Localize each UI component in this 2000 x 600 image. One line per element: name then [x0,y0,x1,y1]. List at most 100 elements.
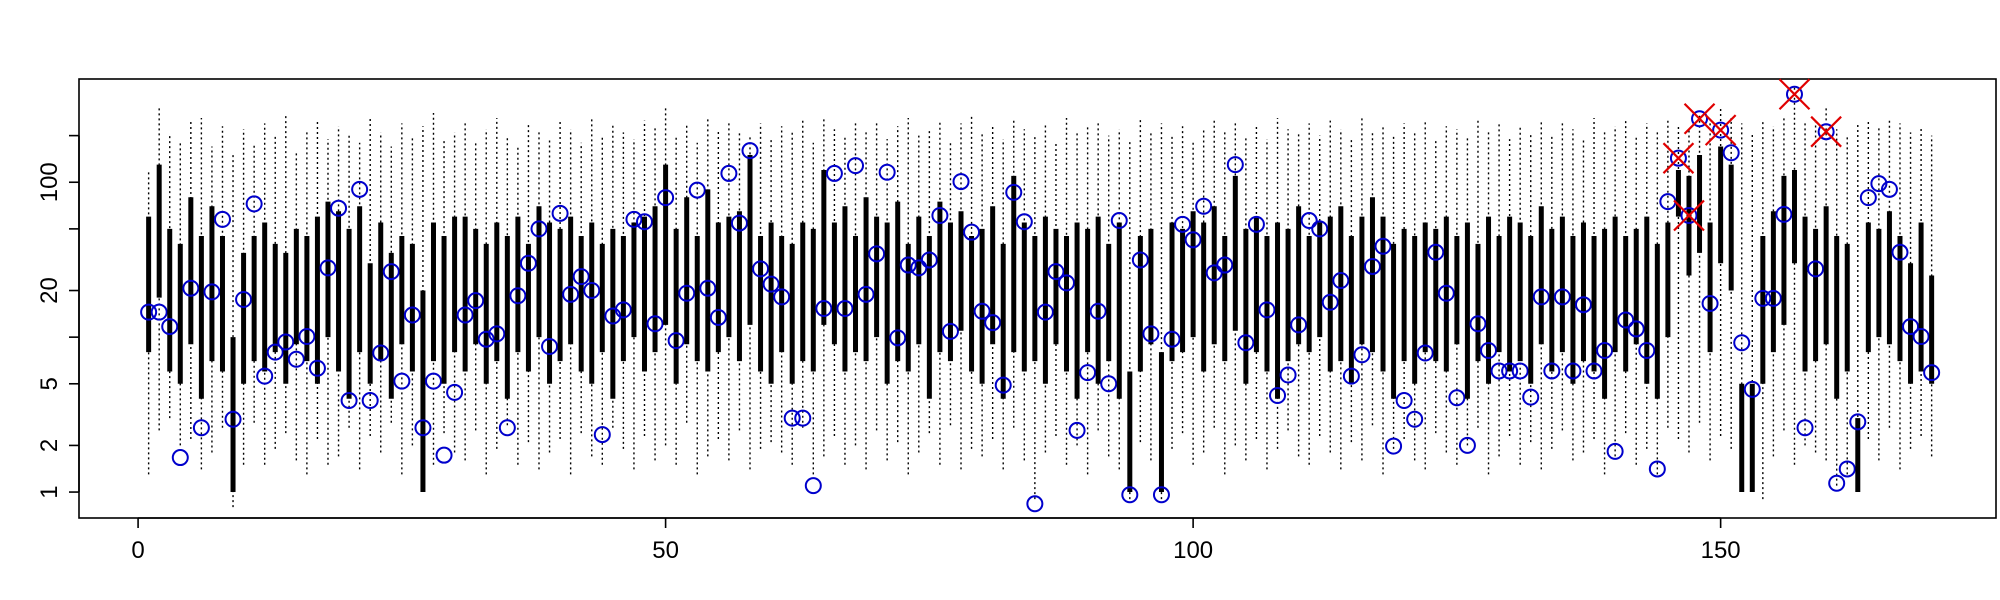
point [1142,325,1160,343]
point [931,206,949,224]
point [1775,205,1793,223]
y-tick-label: 20 [36,277,63,304]
point [1279,366,1297,384]
flag-marker [1778,78,1811,111]
point [1363,257,1381,275]
point [403,306,421,324]
point [1458,436,1476,454]
point [446,383,464,401]
point [140,303,158,321]
point [825,164,843,182]
point [1036,303,1054,321]
point [1226,156,1244,174]
point [762,275,780,293]
point [1005,183,1023,201]
point [963,223,981,241]
point [1437,284,1455,302]
point [1068,421,1086,439]
point [1785,85,1803,103]
point [815,300,833,318]
point [1195,197,1213,215]
point [920,251,938,269]
point [1606,442,1624,460]
point [1849,413,1867,431]
point [1648,460,1666,478]
point [730,214,748,232]
point [1532,288,1550,306]
point [1543,362,1561,380]
point [1743,380,1761,398]
point [667,332,685,350]
point [1385,437,1403,455]
point [192,419,210,437]
y-tick-label: 1 [36,485,63,498]
point [498,419,516,437]
point [1300,212,1318,230]
point [1079,364,1097,382]
point [1585,362,1603,380]
point [1522,388,1540,406]
point [1395,391,1413,409]
point [1796,419,1814,437]
point [1870,175,1888,193]
point [994,376,1012,394]
point [1058,274,1076,292]
point [593,426,611,444]
point [256,367,274,385]
point [1026,495,1044,513]
flag-marker [1683,102,1716,135]
point [1691,110,1709,128]
point [709,308,727,326]
point [1258,301,1276,319]
point [541,338,559,356]
point [625,210,643,228]
point [752,260,770,278]
point [1891,243,1909,261]
point [1152,486,1170,504]
point [741,142,759,160]
point [1722,144,1740,162]
point [1247,215,1265,233]
point [1290,316,1308,334]
point [372,344,390,362]
point [213,210,231,228]
point [330,199,348,217]
point [572,268,590,286]
point [1163,330,1181,348]
point [319,259,337,277]
point [635,213,653,231]
point [836,300,854,318]
y-tick-label: 5 [36,377,63,390]
flag-marker [1704,114,1737,146]
point [1828,474,1846,492]
point [1110,212,1128,230]
point [235,291,253,309]
point [794,409,812,427]
point [530,220,548,238]
point [182,279,200,297]
point [973,302,991,320]
point [1490,362,1508,380]
point [1553,288,1571,306]
point [773,288,791,306]
y-tick-label: 100 [36,162,63,202]
point [1416,344,1434,362]
point [878,163,896,181]
point [868,245,886,263]
point [1859,189,1877,207]
point [224,410,242,428]
point [646,315,664,333]
x-tick-label: 100 [1173,537,1213,564]
point [1406,410,1424,428]
point [277,333,295,351]
point [1427,243,1445,261]
point [551,204,569,222]
point [1448,389,1466,407]
point [804,477,822,495]
point [783,409,801,427]
point [477,330,495,348]
point [1121,486,1139,504]
point [1617,311,1635,329]
point [1342,367,1360,385]
